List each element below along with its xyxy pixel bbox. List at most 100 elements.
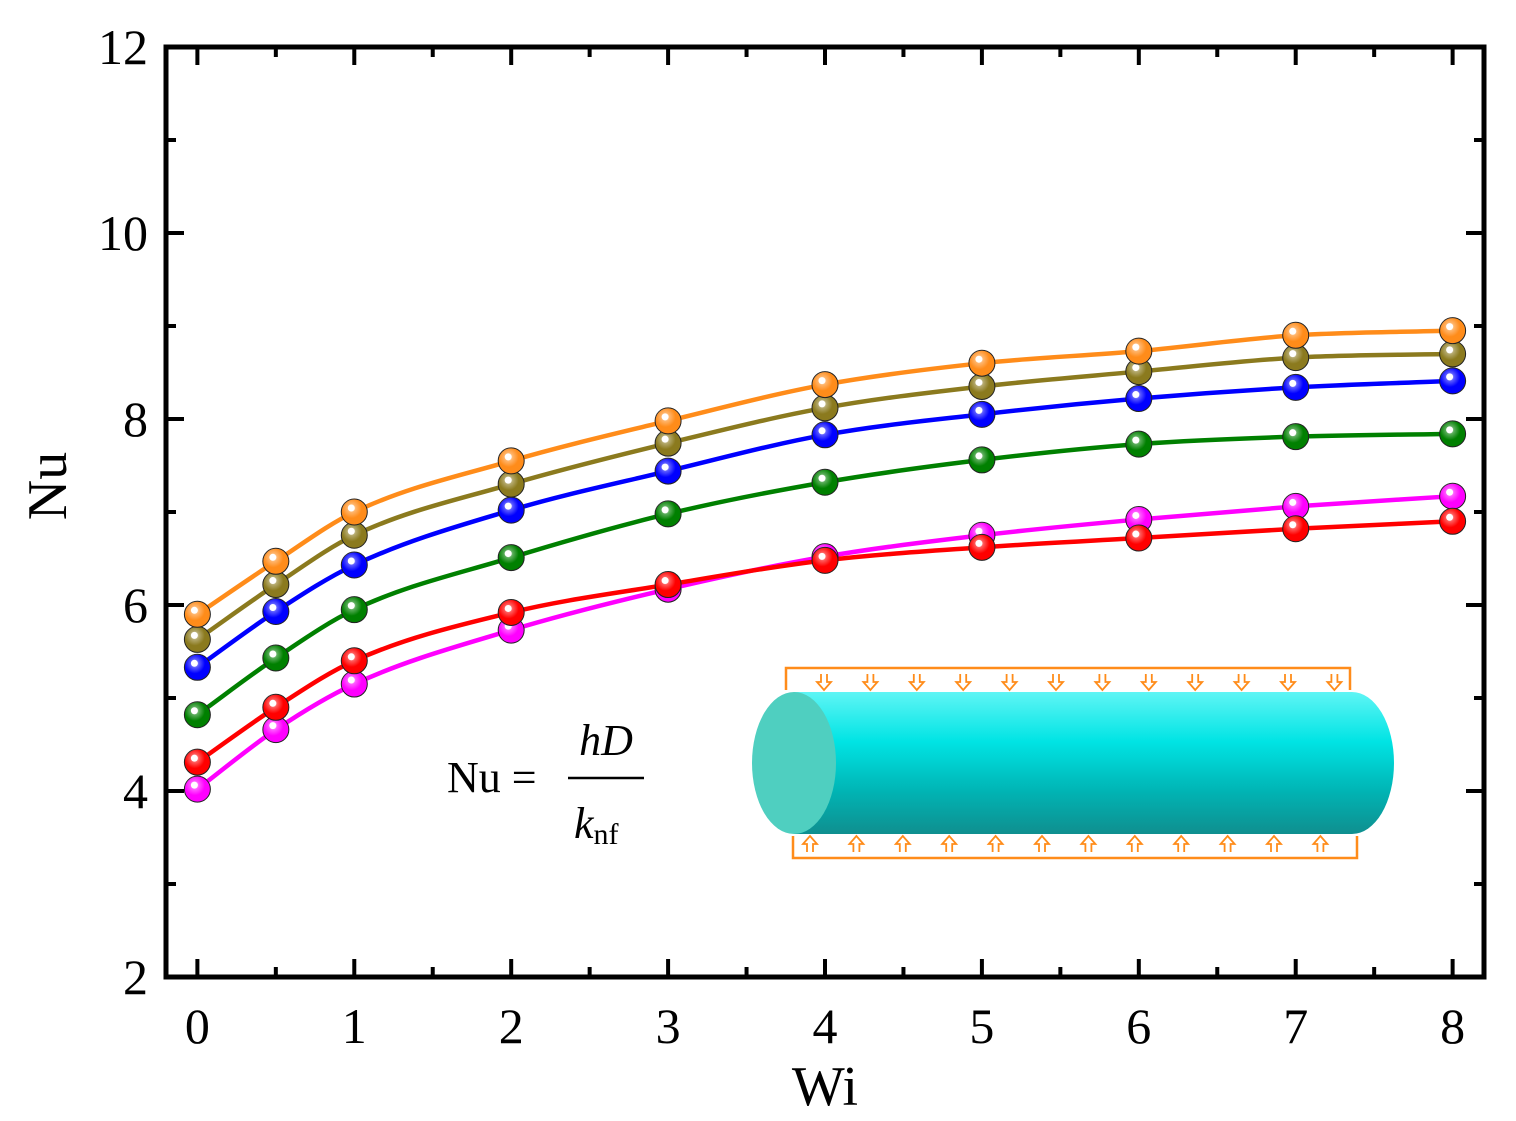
data-point-orange — [1282, 321, 1310, 349]
data-point-olive — [262, 571, 290, 599]
x-tick-label: 4 — [813, 998, 838, 1054]
bottom-heat-flux-bracket — [791, 836, 1359, 860]
data-point-magenta — [1282, 492, 1310, 520]
x-tick-label: 5 — [969, 998, 994, 1054]
data-point-blue — [1125, 385, 1153, 413]
heat-arrow-down-icon — [1047, 674, 1065, 692]
data-point-green — [262, 644, 290, 672]
x-tick-label: 7 — [1283, 998, 1308, 1054]
data-point-orange — [340, 498, 368, 526]
data-point-green — [1439, 420, 1467, 448]
heat-arrow-down-icon — [1325, 674, 1344, 692]
data-point-orange — [811, 371, 839, 399]
data-point-olive — [497, 470, 525, 498]
data-point-olive — [1282, 344, 1310, 372]
heat-arrow-down-icon — [815, 674, 833, 692]
y-tick-label: 8 — [123, 391, 148, 447]
data-point-green — [1125, 430, 1153, 458]
data-point-blue — [968, 400, 996, 428]
y-tick-label: 4 — [123, 763, 148, 819]
heat-arrow-up-icon — [1125, 834, 1144, 852]
data-point-red — [968, 533, 996, 561]
heat-arrow-down-icon — [1093, 674, 1112, 692]
data-point-magenta — [1125, 505, 1153, 533]
data-point-orange — [968, 349, 996, 377]
data-point-green — [497, 544, 525, 572]
x-tick-label: 6 — [1126, 998, 1151, 1054]
data-point-magenta — [183, 775, 211, 803]
data-point-orange — [497, 447, 525, 475]
x-tick-label: 2 — [499, 998, 524, 1054]
data-point-magenta — [1439, 482, 1467, 510]
data-point-olive — [968, 372, 996, 400]
heat-arrow-down-icon — [954, 674, 973, 692]
data-point-green — [183, 701, 211, 729]
y-tick-label: 6 — [123, 577, 148, 633]
x-tick-label: 8 — [1440, 998, 1465, 1054]
data-point-olive — [811, 394, 839, 422]
data-point-olive — [654, 429, 682, 457]
data-point-orange — [1125, 337, 1153, 365]
data-point-orange — [1439, 317, 1467, 345]
data-point-red — [340, 647, 368, 675]
heat-arrow-up-icon — [1079, 834, 1098, 852]
x-tick-label: 0 — [185, 998, 210, 1054]
data-point-green — [1282, 423, 1310, 451]
data-point-orange — [262, 547, 290, 575]
marker-layer — [183, 317, 1467, 803]
y-tick-label: 2 — [123, 949, 148, 1005]
x-axis-title: Wi — [792, 1056, 858, 1118]
heat-arrow-up-icon — [847, 834, 866, 852]
data-point-red — [1282, 515, 1310, 543]
top-heat-flux-bracket — [784, 666, 1352, 690]
heated-cylinder-illustration — [752, 666, 1394, 860]
bottom-heat-arrows — [801, 834, 1330, 852]
data-point-olive — [1125, 358, 1153, 386]
data-point-blue — [811, 421, 839, 449]
data-point-red — [811, 546, 839, 574]
formula-denominator: knf — [574, 799, 619, 851]
heat-arrow-up-icon — [1033, 834, 1051, 852]
data-point-red — [1125, 524, 1153, 552]
formula-lhs: Nu = — [447, 753, 537, 802]
data-point-olive — [340, 521, 368, 549]
data-point-blue — [1282, 373, 1310, 401]
heat-arrow-down-icon — [1000, 674, 1019, 692]
heat-arrow-up-icon — [1311, 834, 1330, 852]
data-point-red — [497, 598, 525, 626]
data-point-green — [811, 468, 839, 496]
heat-arrow-down-icon — [907, 674, 926, 692]
top-heat-arrows — [815, 674, 1344, 692]
cylinder-end-cap — [752, 692, 836, 834]
heat-arrow-up-icon — [1218, 834, 1237, 852]
data-point-magenta — [262, 716, 290, 744]
cylinder-body — [794, 692, 1394, 834]
data-point-blue — [340, 551, 368, 579]
data-point-red — [1439, 507, 1467, 535]
y-axis-title: Nu — [17, 452, 79, 520]
heat-arrow-down-icon — [861, 674, 880, 692]
y-tick-label: 12 — [98, 19, 148, 75]
nusselt-formula: Nu = hD knf — [447, 716, 644, 851]
x-tick-label: 3 — [656, 998, 681, 1054]
data-point-olive — [1439, 340, 1467, 368]
heat-arrow-up-icon — [940, 834, 959, 852]
data-point-green — [340, 596, 368, 624]
heat-arrow-up-icon — [801, 834, 819, 852]
heat-arrow-down-icon — [1279, 674, 1297, 692]
data-point-blue — [654, 457, 682, 485]
heat-arrow-down-icon — [1139, 674, 1158, 692]
formula-numerator: hD — [579, 716, 633, 765]
data-point-orange — [183, 600, 211, 628]
data-point-orange — [654, 407, 682, 435]
data-point-blue — [497, 496, 525, 524]
x-tick-label: 1 — [342, 998, 367, 1054]
heat-arrow-down-icon — [1232, 674, 1251, 692]
heat-arrow-up-icon — [986, 834, 1005, 852]
data-point-green — [654, 500, 682, 528]
data-point-blue — [262, 598, 290, 626]
data-point-magenta — [340, 670, 368, 698]
data-point-blue — [1439, 367, 1467, 395]
